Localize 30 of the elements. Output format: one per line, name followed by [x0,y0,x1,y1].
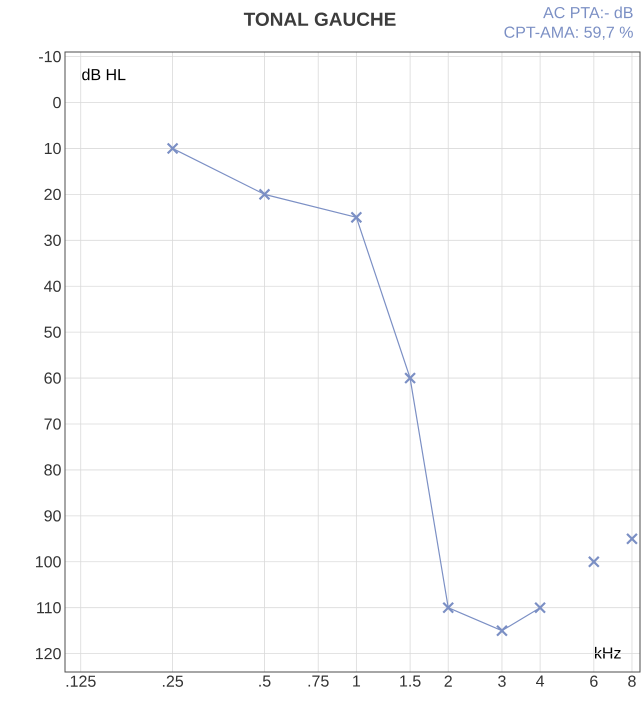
x-tick-label: 2 [444,676,452,687]
y-tick-label: 90 [44,510,61,522]
y-tick-label: 30 [44,234,61,246]
annotation: kHz [595,646,621,658]
y-tick-label: 80 [44,464,61,476]
x-tick-label: 4 [536,676,544,687]
x-tick-label: 6 [590,676,598,687]
x-tick-label: 3 [498,676,506,687]
y-tick-label: -10 [39,50,61,62]
y-tick-label: 120 [36,648,61,660]
x-tick-label: .75 [308,676,329,687]
x-tick-label: 1.5 [400,676,421,687]
x-tick-label: .5 [259,676,270,687]
y-tick-label: 0 [53,96,61,108]
y-tick-label: 50 [44,326,61,338]
x-tick-label: 8 [628,676,636,687]
y-tick-label: 60 [44,372,61,384]
text: CPT-AMA: 59,7 % [504,26,633,40]
y-tick-label: 10 [44,142,61,154]
y-tick-label: 100 [36,556,61,568]
text: AC PTA:- dB [543,6,633,18]
annotation: dB HL [82,68,126,80]
x-tick-label: .25 [162,676,184,687]
y-tick-label: 20 [44,188,61,200]
x-tick-label: .125 [66,676,96,687]
chart-title: TONAL GAUCHE [244,12,396,26]
x-tick-label: 1 [353,676,360,687]
y-tick-label: 110 [37,602,61,614]
y-tick-label: 40 [44,280,61,292]
y-tick-label: 70 [44,418,61,430]
